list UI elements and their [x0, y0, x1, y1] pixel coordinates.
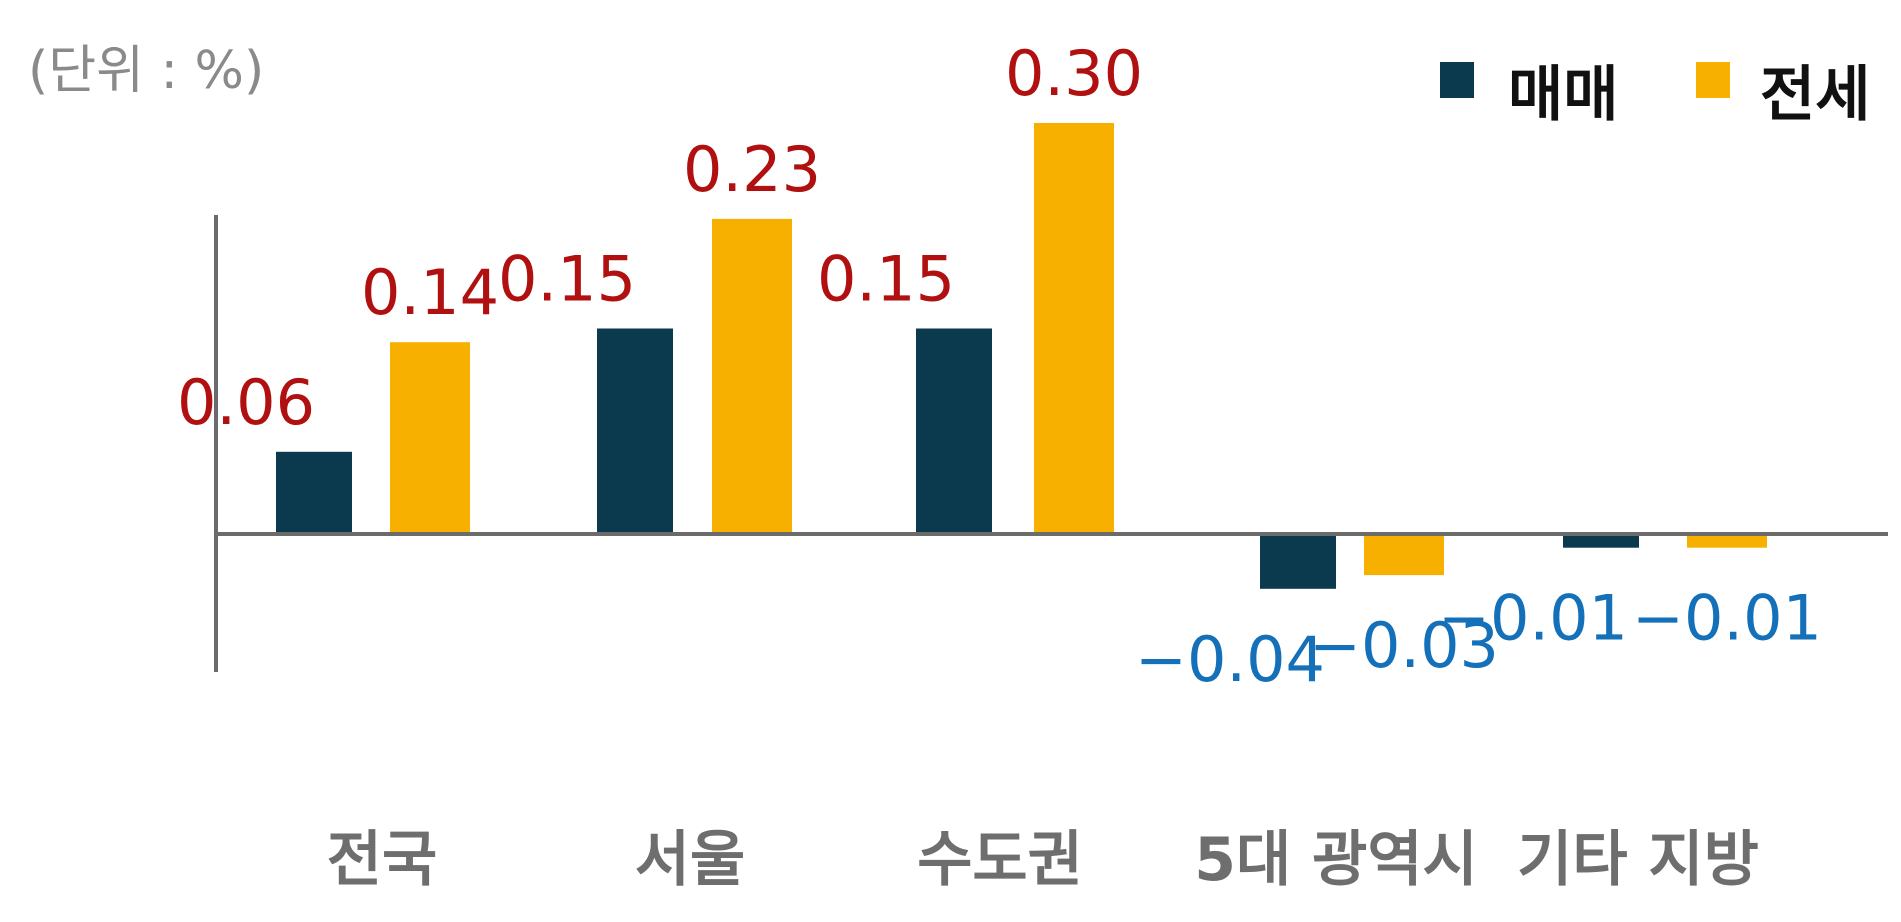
category-labels-group: 전국 서울 수도권 5대 광역시 기타 지방: [327, 825, 1759, 895]
value-label-jeonse-2: 0.30: [1005, 37, 1143, 110]
category-label-3: 5대 광역시: [1194, 825, 1477, 895]
value-label-sale-0: 0.06: [177, 366, 315, 439]
bar-sale-0: [276, 451, 352, 534]
bar-sale-3: [1260, 534, 1336, 589]
bar-jeonse-4: [1687, 534, 1767, 548]
value-label-jeonse-0: 0.14: [361, 256, 499, 329]
bar-jeonse-2: [1034, 123, 1114, 534]
category-label-1: 서울: [635, 825, 745, 895]
value-label-sale-3: −0.04: [1135, 623, 1325, 696]
bar-jeonse-0: [390, 342, 470, 534]
bar-jeonse-1: [712, 218, 792, 534]
value-label-sale-2: 0.15: [817, 243, 955, 316]
value-label-sale-4: −0.01: [1438, 582, 1628, 655]
legend-label-sale: 매매: [1508, 60, 1618, 130]
value-label-jeonse-4: −0.01: [1632, 582, 1822, 655]
legend: 매매 전세: [1440, 60, 1870, 130]
legend-label-jeonse: 전세: [1760, 60, 1870, 130]
value-labels-group: 0.060.15 0.15−0.04−0.010.140.230.30−0.03−…: [177, 37, 1822, 696]
bar-jeonse-3: [1364, 534, 1444, 576]
unit-label: (단위 : %): [28, 41, 264, 101]
bars-group: [276, 123, 1767, 589]
value-label-sale-1: 0.15: [498, 243, 636, 316]
category-label-2: 수도권: [917, 825, 1083, 895]
category-label-0: 전국: [327, 825, 437, 895]
value-label-jeonse-1: 0.23: [683, 133, 821, 206]
bar-sale-1: [597, 328, 673, 534]
legend-swatch-jeonse: [1696, 62, 1730, 98]
bar-sale-2: [916, 328, 992, 534]
category-label-4: 기타 지방: [1517, 825, 1759, 895]
legend-swatch-sale: [1440, 62, 1474, 98]
value-label-jeonse-3: −0.03: [1309, 609, 1499, 682]
bar-sale-4: [1563, 534, 1639, 548]
